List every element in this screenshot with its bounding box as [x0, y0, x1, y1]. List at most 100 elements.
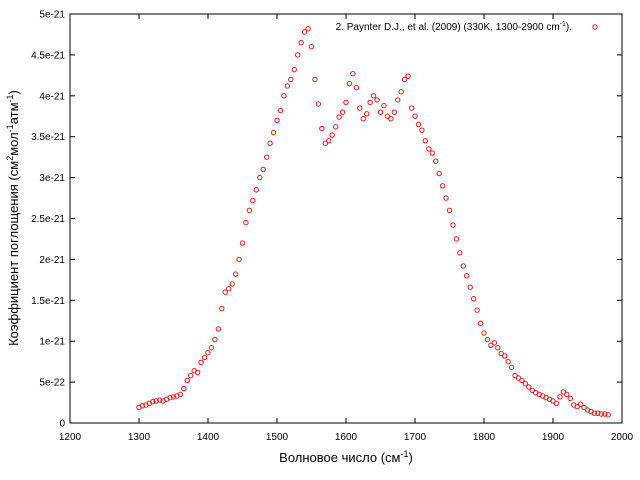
- data-point: [395, 97, 401, 103]
- data-point: [567, 395, 573, 402]
- data-point: [564, 391, 570, 398]
- y-tick-label: 1.5e-21: [31, 296, 65, 307]
- data-point: [505, 358, 511, 365]
- data-point: [581, 404, 587, 411]
- y-tick-label: 3e-21: [39, 173, 65, 184]
- y-tick-label: 2.5e-21: [31, 214, 65, 225]
- data-point: [295, 52, 301, 58]
- data-point: [522, 381, 529, 387]
- data-point: [319, 125, 325, 132]
- data-point: [267, 140, 273, 146]
- data-point: [598, 411, 604, 417]
- data-point: [439, 183, 446, 189]
- data-point: [422, 138, 429, 144]
- data-point: [415, 121, 422, 128]
- data-point: [226, 286, 232, 292]
- data-point: [488, 342, 494, 348]
- data-point: [602, 411, 608, 417]
- data-point: [288, 76, 294, 83]
- data-point: [239, 240, 246, 246]
- data-point: [508, 364, 515, 371]
- data-point: [498, 350, 504, 357]
- data-point: [595, 410, 601, 416]
- data-point: [433, 158, 439, 164]
- data-point: [512, 372, 518, 379]
- data-point: [374, 97, 380, 103]
- y-tick-label: 4.5e-21: [31, 50, 65, 61]
- data-point: [281, 93, 287, 99]
- data-point: [343, 99, 349, 106]
- y-axis-ticks: 0 5e-22 1e-21 1.5e-21 2e-21 2.5e-21 3e-21 3.5e-…: [31, 10, 622, 430]
- data-point: [291, 66, 297, 73]
- scatter-series: [136, 26, 611, 418]
- data-point: [139, 403, 146, 409]
- data-point: [177, 391, 184, 398]
- data-point: [560, 389, 567, 395]
- data-point: [312, 76, 318, 83]
- data-point: [253, 187, 259, 193]
- data-point: [274, 117, 280, 124]
- y-tick-label: 5e-21: [39, 10, 65, 21]
- data-point: [553, 400, 560, 407]
- data-point: [381, 102, 387, 109]
- data-point: [481, 330, 487, 336]
- data-point: [270, 129, 277, 136]
- legend-marker: [592, 24, 598, 30]
- data-point: [250, 197, 256, 204]
- data-point: [308, 44, 315, 50]
- data-point: [460, 263, 466, 269]
- data-point: [412, 113, 418, 119]
- data-point: [401, 76, 408, 83]
- data-point: [391, 109, 397, 115]
- x-axis-title: Волновое число (см-1): [279, 449, 413, 465]
- data-point: [284, 83, 291, 89]
- x-tick-label: 1300: [128, 432, 151, 443]
- data-point: [329, 132, 335, 138]
- data-point: [529, 387, 535, 393]
- data-point: [326, 138, 332, 144]
- data-point: [491, 340, 498, 346]
- data-point: [257, 174, 263, 181]
- data-point: [222, 289, 228, 295]
- data-point: [346, 80, 353, 87]
- plot-frame: [69, 13, 623, 424]
- y-tick-label: 1e-21: [39, 337, 65, 348]
- data-point: [170, 394, 177, 400]
- data-point: [212, 336, 218, 343]
- data-point: [350, 71, 356, 77]
- data-point: [426, 146, 432, 152]
- data-point: [464, 273, 470, 279]
- data-point: [577, 401, 584, 407]
- x-tick-label: 1900: [542, 432, 565, 443]
- data-point: [243, 219, 249, 226]
- data-point: [198, 359, 204, 366]
- data-point: [277, 107, 284, 114]
- data-point: [446, 207, 453, 214]
- data-point: [315, 101, 322, 107]
- data-point: [443, 195, 449, 201]
- legend-entry-label: 2. Paynter D.J., et al. (2009) (330K, 13…: [336, 21, 572, 33]
- data-point: [605, 412, 611, 418]
- data-point: [429, 150, 435, 156]
- data-point: [157, 397, 163, 403]
- y-axis-title: Коэффициент поглощения (см2мол-1атм-1): [5, 90, 21, 346]
- data-point: [229, 281, 235, 287]
- data-point: [153, 398, 159, 404]
- y-tick-label: 2e-21: [39, 255, 65, 266]
- data-point: [467, 284, 473, 290]
- y-tick-label: 0: [59, 419, 65, 430]
- data-point: [502, 353, 508, 359]
- data-point: [515, 375, 522, 381]
- x-tick-label: 1600: [335, 432, 358, 443]
- data-point: [398, 89, 404, 95]
- data-point: [557, 394, 563, 400]
- data-point: [360, 116, 366, 122]
- data-point: [336, 114, 342, 120]
- data-point: [167, 394, 173, 401]
- y-tick-label: 3.5e-21: [31, 132, 65, 143]
- data-point: [339, 109, 346, 115]
- data-point: [188, 372, 194, 379]
- data-point: [388, 116, 394, 122]
- data-point: [263, 154, 270, 160]
